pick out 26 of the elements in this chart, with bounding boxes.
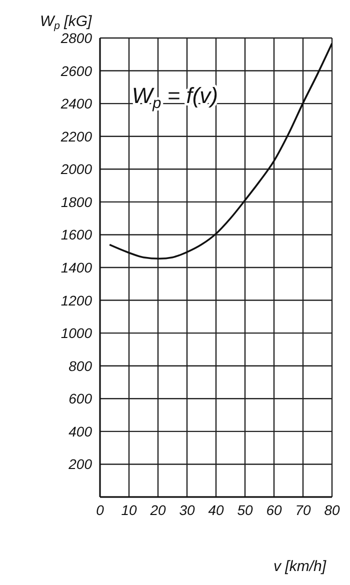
x-tick-label: 0: [96, 502, 104, 518]
y-tick-label: 2600: [60, 62, 92, 79]
y-tick-label: 1600: [60, 226, 92, 243]
y-tick-label: 600: [68, 390, 92, 407]
y-tick-label: 2000: [60, 161, 92, 178]
x-tick-label: 70: [295, 502, 311, 518]
y-tick-label: 1800: [60, 194, 92, 210]
y-tick-label: 1000: [60, 325, 92, 342]
x-axis-title: v [km/h]: [273, 558, 327, 575]
y-tick-label: 2200: [60, 128, 92, 144]
y-tick-label: 1200: [60, 292, 92, 308]
x-tick-label: 50: [237, 502, 253, 518]
y-tick-label: 800: [68, 358, 92, 374]
y-tick-label: 2800: [60, 30, 92, 46]
y-axis-title: W$_{p}$ [kG]: [40, 13, 93, 32]
y-tick-label: 400: [68, 423, 92, 440]
line-series: [108, 42, 332, 260]
y-tick-label: 200: [68, 456, 92, 472]
x-tick-label: 60: [266, 502, 282, 518]
x-tick-label: 20: [149, 502, 166, 518]
x-tick-label: 10: [121, 502, 137, 518]
x-tick-label: 30: [179, 502, 195, 518]
y-tick-label: 2400: [60, 96, 92, 112]
y-tick-label: 1400: [60, 259, 92, 276]
x-tick-label: 80: [324, 502, 340, 518]
x-tick-label: 40: [208, 502, 224, 518]
